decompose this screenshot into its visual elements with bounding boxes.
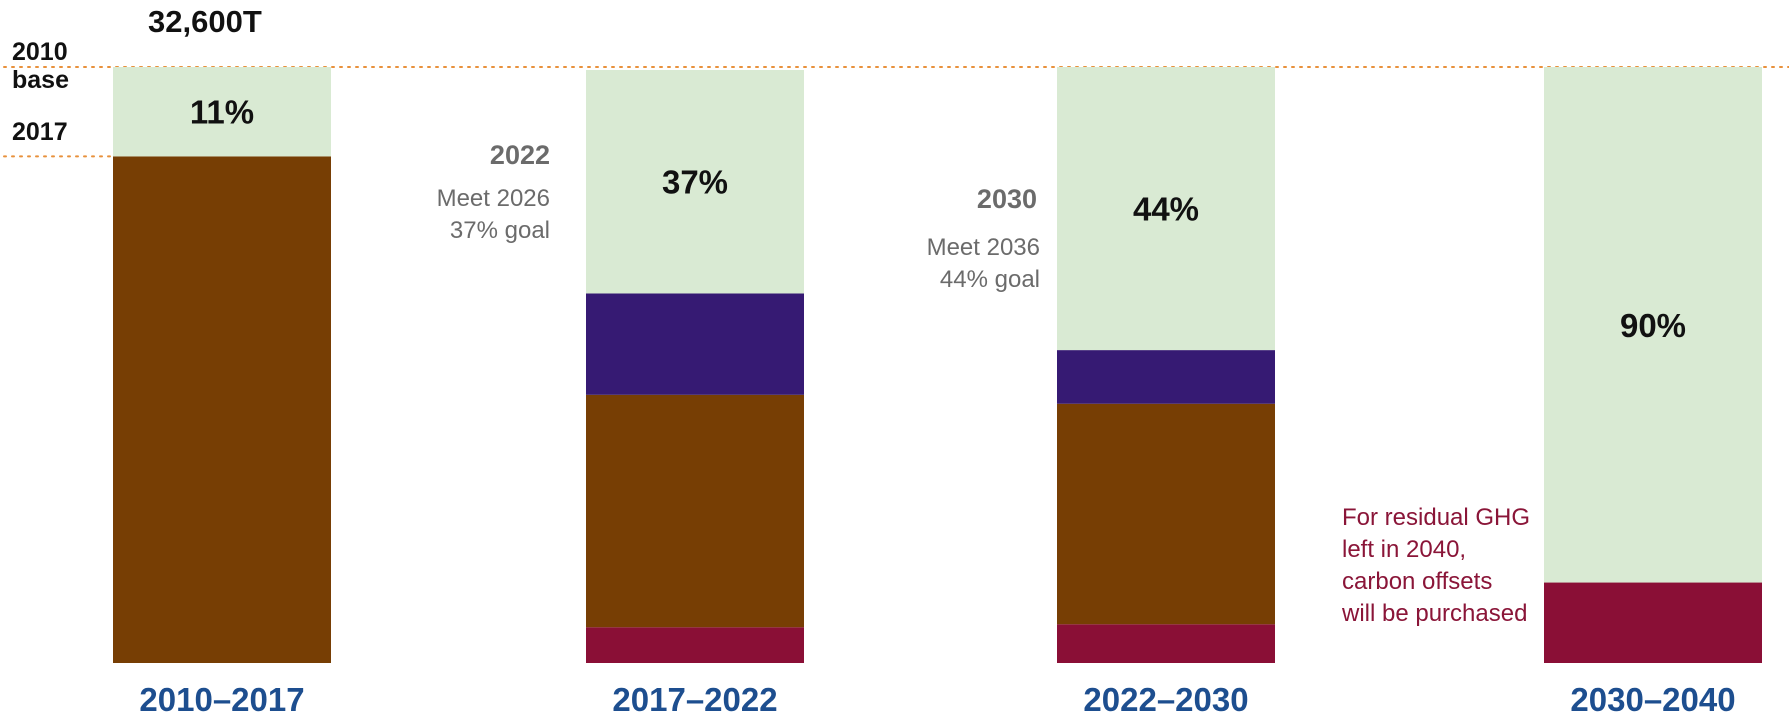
data-label-3: 90% [1620, 307, 1686, 344]
category-label-3: 2030–2040 [1570, 681, 1735, 716]
category-label-1: 2017–2022 [612, 681, 777, 716]
bar-segment-1-0 [586, 627, 804, 663]
bar-segment-3-3 [1544, 67, 1762, 583]
bar-segment-1-2 [586, 293, 804, 395]
baseline-2017-label: 2017 [12, 118, 68, 146]
goal-2022-line1: Meet 2026 [436, 185, 550, 212]
total-emissions-label: 32,600T [148, 4, 262, 39]
bar-segment-2-1 [1057, 403, 1275, 625]
bar-segment-0-1 [113, 156, 331, 663]
bar-segment-2-3 [1057, 67, 1275, 351]
data-label-2: 44% [1133, 191, 1199, 228]
category-label-0: 2010–2017 [139, 681, 304, 716]
bar-segment-1-1 [586, 394, 804, 628]
bar-segment-1-3 [586, 69, 804, 294]
goal-2030-line1: Meet 2036 [926, 234, 1040, 261]
bar-segment-3-0 [1544, 582, 1762, 663]
data-label-0: 11% [190, 94, 254, 131]
baseline-2010-word: base [12, 66, 69, 94]
bar-segment-2-2 [1057, 350, 1275, 404]
goal-2022-text: Meet 2026 37% goal [437, 183, 550, 247]
baseline-2010-label: 2010 base [12, 38, 69, 94]
baseline-2010-year: 2010 [12, 38, 68, 66]
goal-2030-year: 2030 [976, 184, 1037, 214]
goal-2030-text: Meet 2036 44% goal [927, 232, 1040, 296]
bar-segment-0-3 [113, 67, 331, 157]
goal-2030-line2: 44% goal [939, 266, 1040, 293]
carbon-offset-note: For residual GHG left in 2040, carbon of… [1342, 504, 1531, 627]
goal-2022-line2: 37% goal [449, 217, 550, 244]
goal-2022-year: 2022 [489, 140, 550, 170]
bar-segment-2-0 [1057, 624, 1275, 663]
category-label-2: 2022–2030 [1083, 681, 1248, 716]
data-label-1: 37% [662, 164, 728, 201]
